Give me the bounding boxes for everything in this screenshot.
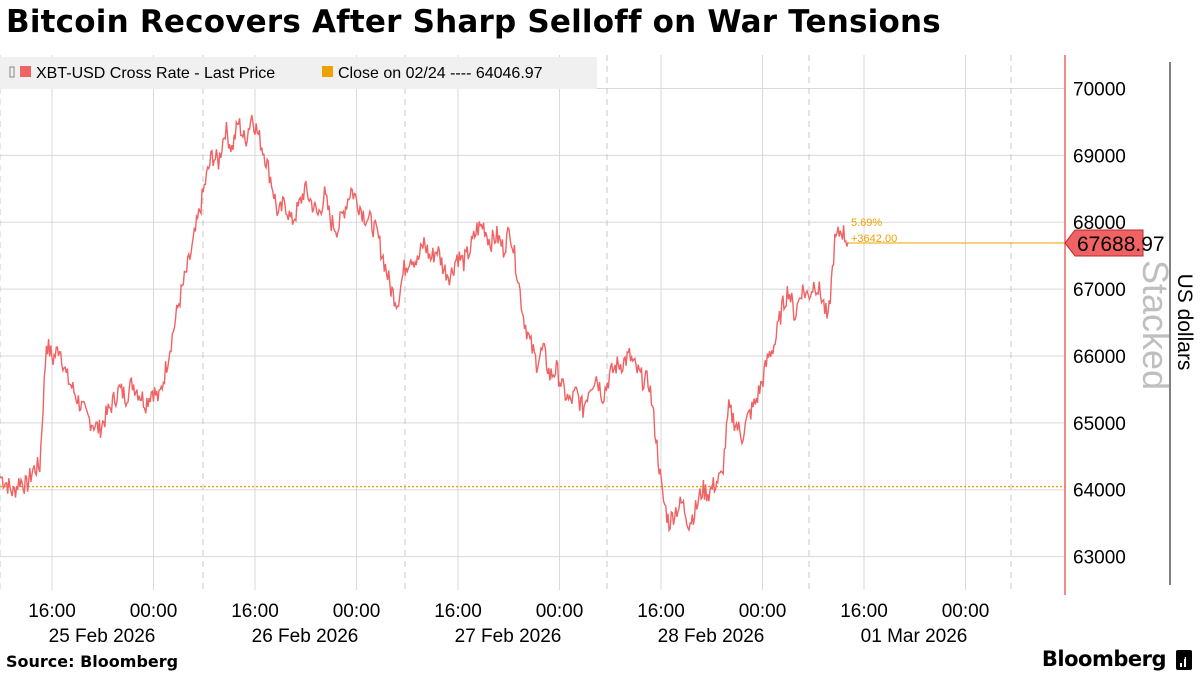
x-tick-time-label: 16:00 [840,601,888,622]
stacked-watermark: Stacked [1135,260,1176,390]
candlestick-icon [9,66,15,78]
source-note: Source: Bloomberg [6,652,179,671]
y-tick-label: 64000 [1073,481,1126,502]
bloomberg-bars-icon [1176,650,1192,670]
price-series-line [0,114,849,533]
x-tick-time-label: 16:00 [434,601,482,622]
legend-swatch [20,66,31,77]
y-tick-label: 67000 [1073,280,1126,301]
y-axis-label: US dollars [1173,274,1196,371]
pct-change-label: 5.69% [851,217,882,229]
x-tick-time-label: 16:00 [231,601,279,622]
legend-label: XBT-USD Cross Rate - Last Price [36,65,275,82]
y-tick-label: 69000 [1073,146,1126,167]
y-axis: 63000 64000 65000 66000 67000 68000 69000 70000… [1064,55,1196,595]
x-tick-time-label: 00:00 [333,601,381,622]
x-tick-time-label: 16:00 [637,601,685,622]
chart-title: Bitcoin Recovers After Sharp Selloff on … [6,4,941,40]
x-tick-time-label: 16:00 [28,601,76,622]
y-tick-label: 65000 [1073,414,1126,435]
last-value-label: 67688.97 [1077,233,1165,256]
last-value-tag [1064,229,1144,257]
x-tick-date-label: 26 Feb 2026 [252,626,359,647]
legend-box [0,57,597,89]
x-tick-time-label: 00:00 [130,601,178,622]
x-tick-date-label: 27 Feb 2026 [455,626,562,647]
brand-logo-text: Bloomberg [1041,647,1167,671]
abs-change-label: +3642.00 [851,233,897,245]
x-tick-time-label: 00:00 [942,601,990,622]
x-tick-time-label: 00:00 [536,601,584,622]
y-tick-label: 70000 [1073,79,1126,100]
y-tick-label: 63000 [1073,548,1126,569]
y-tick-label: 66000 [1073,347,1126,368]
legend-label: Close on 02/24 ---- 64046.97 [338,65,543,82]
legend-swatch [322,66,333,77]
gridlines [0,55,1065,590]
legend: XBT-USD Cross Rate - Last Price Close on … [0,57,597,89]
x-tick-date-label: 28 Feb 2026 [658,626,765,647]
x-tick-date-label: 25 Feb 2026 [49,626,156,647]
x-tick-date-label: 01 Mar 2026 [861,626,968,647]
x-tick-time-label: 00:00 [739,601,787,622]
y-tick-label: 68000 [1073,213,1126,234]
annotations: 67688.97 5.69% +3642.00 [848,217,1165,257]
x-axis: 16:00 25 Feb 2026 00:00 16:00 26 Feb 2026 00:… [28,601,989,647]
